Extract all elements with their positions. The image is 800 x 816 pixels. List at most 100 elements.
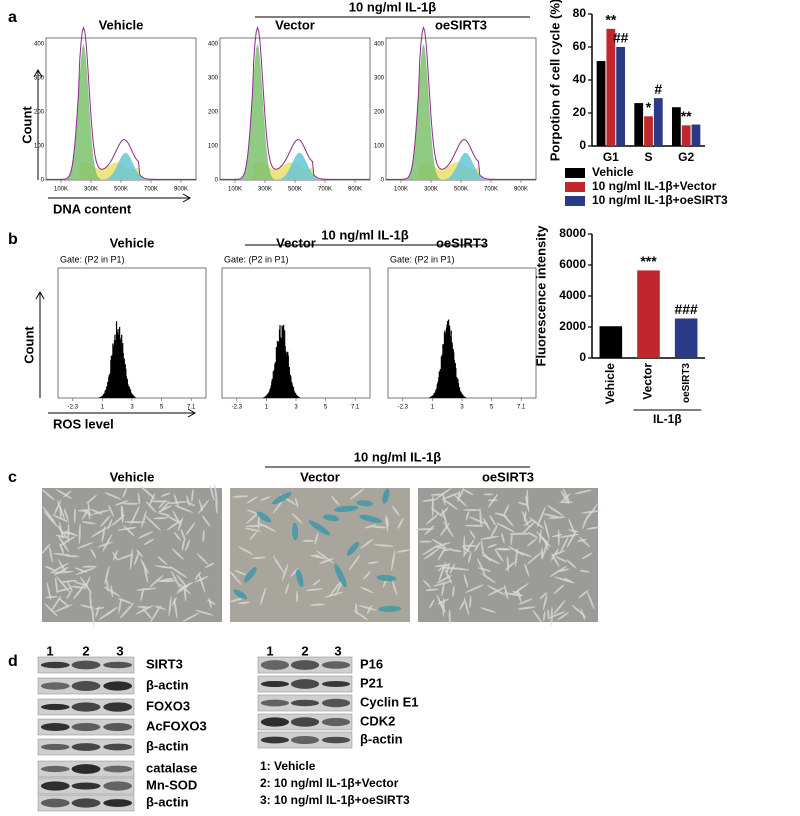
stained-cell (378, 605, 402, 612)
cell (487, 543, 497, 548)
cell (309, 603, 326, 606)
histogram-outline (386, 25, 536, 180)
cell (574, 489, 592, 495)
cell (195, 609, 214, 616)
cell (54, 577, 58, 594)
cell (70, 585, 85, 589)
cell (135, 605, 154, 615)
cell (145, 515, 161, 531)
cell (60, 579, 78, 583)
cell (443, 520, 454, 538)
group-title: 10 ng/ml IL-1β (321, 227, 408, 242)
cell (171, 596, 177, 606)
cell (282, 563, 289, 581)
band (103, 743, 133, 751)
cell (397, 517, 404, 530)
y-tick-label: 200 (208, 110, 219, 116)
cell (45, 595, 58, 599)
cell (260, 587, 266, 606)
cell (77, 509, 89, 512)
cell (392, 505, 400, 517)
cell (501, 513, 515, 527)
blot-label: β-actin (146, 794, 189, 809)
cell (441, 509, 448, 526)
cell (110, 584, 114, 598)
cell (176, 574, 188, 588)
cell (181, 538, 185, 551)
cell (441, 566, 458, 570)
cell (104, 492, 122, 500)
cell (314, 554, 326, 560)
cell (81, 521, 96, 525)
histogram-outline (46, 25, 196, 180)
cell (543, 611, 546, 622)
histogram-outline (220, 25, 370, 180)
cell (504, 584, 509, 600)
x-tick-label: 7.1 (351, 405, 360, 411)
cell (116, 553, 134, 561)
panel-label: b (8, 231, 18, 248)
cell (490, 524, 499, 539)
cell (527, 532, 539, 539)
band (290, 717, 320, 727)
cell (479, 507, 482, 528)
cell (360, 586, 374, 594)
lane-number: 2 (82, 643, 89, 658)
bar (671, 107, 681, 146)
cell (542, 593, 548, 611)
x-tick-label: 3 (294, 405, 298, 411)
cell (542, 513, 560, 518)
x-axis-label: ROS level (53, 416, 114, 431)
cell (467, 552, 472, 564)
cell (440, 522, 450, 536)
cell (81, 565, 97, 568)
x-tick-label: Vector (641, 363, 655, 400)
cell (285, 583, 290, 595)
cell (442, 498, 458, 510)
cell (462, 544, 478, 547)
cell (90, 508, 103, 515)
cell (160, 492, 171, 497)
band (103, 681, 133, 691)
bar (599, 326, 623, 358)
cell (557, 612, 569, 621)
cell (122, 487, 128, 498)
cell (480, 539, 484, 555)
cell (560, 493, 571, 503)
cell (291, 513, 303, 524)
micrograph (230, 488, 410, 622)
cell (166, 515, 182, 524)
significance: * (646, 99, 652, 115)
cell (423, 579, 431, 589)
cell (185, 539, 191, 552)
cell (272, 555, 285, 574)
legend-label: 10 ng/ml IL-1β+oeSIRT3 (592, 193, 728, 207)
band (71, 660, 101, 670)
x-tick-label: 3 (130, 405, 134, 411)
cell (149, 575, 164, 588)
bar (637, 270, 660, 358)
cell (551, 534, 563, 538)
cell (566, 559, 577, 569)
cell (194, 571, 202, 581)
cell (49, 546, 53, 563)
cell (92, 509, 110, 515)
cell (487, 587, 506, 596)
blot-label: Mn-SOD (146, 777, 197, 792)
cell (97, 541, 114, 548)
cell (173, 494, 179, 507)
x-tick-label: 300K (84, 187, 98, 193)
cell (157, 556, 168, 565)
blot-label: FOXO3 (146, 698, 190, 713)
cell (53, 553, 71, 556)
bar (681, 125, 691, 146)
cell (174, 505, 193, 513)
cell (120, 504, 124, 524)
stained-cell (359, 514, 382, 523)
cell (305, 588, 324, 591)
cell (539, 529, 542, 544)
histogram-title: Vector (275, 17, 315, 32)
cell (234, 570, 247, 575)
cell (135, 587, 157, 591)
image-title: Vehicle (110, 469, 155, 484)
